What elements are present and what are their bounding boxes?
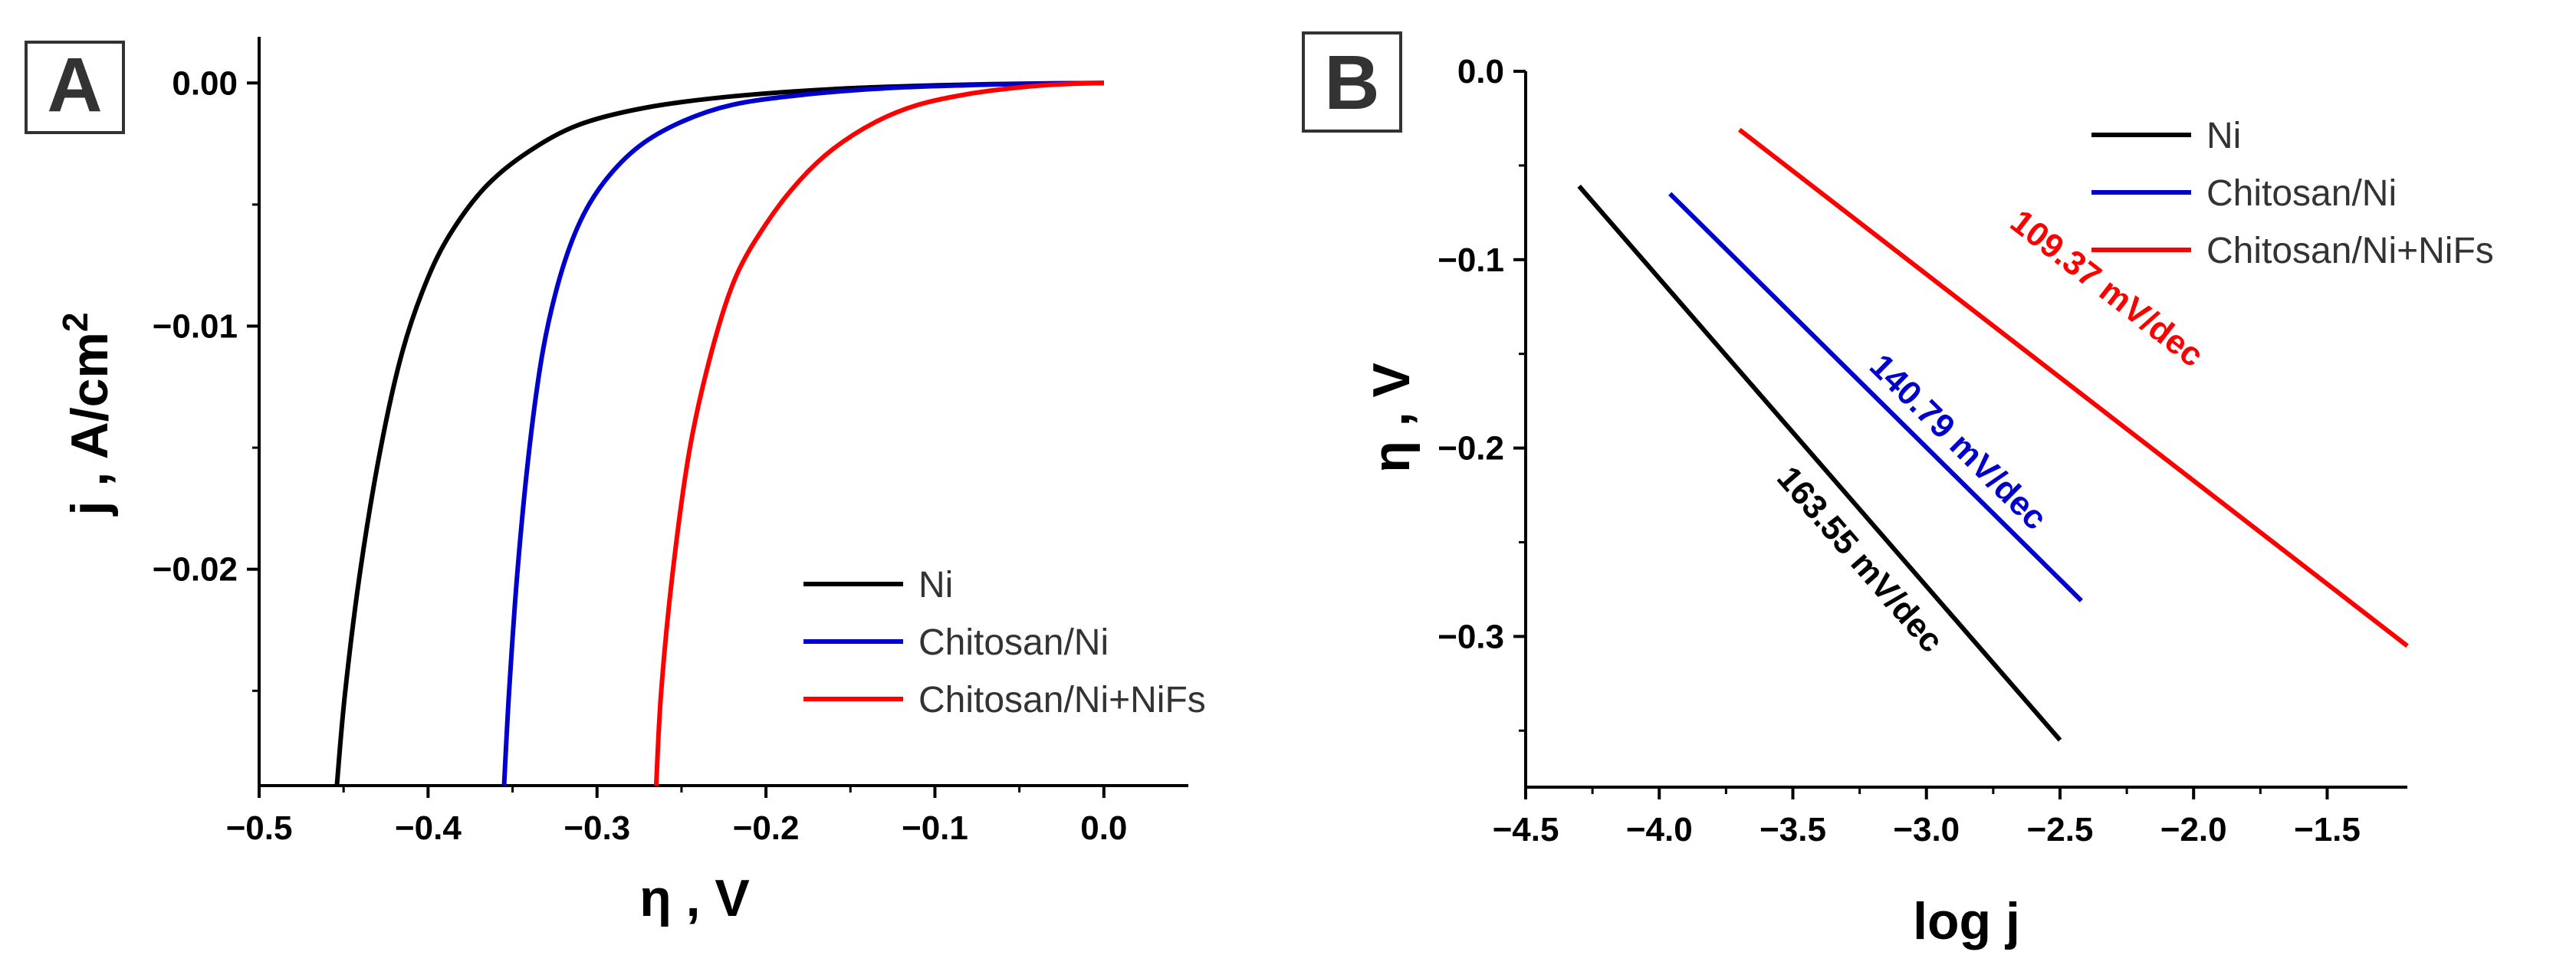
panel-b-x-tick-label: −1.5 — [2294, 811, 2361, 848]
panel-b-x-tick-label: −3.0 — [1893, 811, 1960, 848]
panel-a-x-tick-label: 0.0 — [1080, 809, 1127, 847]
panel-a-x-tick-label: −0.5 — [226, 809, 293, 847]
panel-b-x-tick-label: −2.0 — [2160, 811, 2227, 848]
panel-b: B −4.5 −4.0 −3.5 −3.0 −2.5 −2.0 −1.5 0.0 −0.1 −0… — [1302, 31, 2494, 950]
panel-b-legend-label-chitosan-ni: Chitosan/Ni — [2206, 173, 2397, 214]
panel-b-y-axis-label: η , V — [1362, 363, 1421, 473]
panel-b-y-tick-label: −0.2 — [1438, 430, 1504, 468]
panel-b-label-box — [1302, 31, 1402, 133]
panel-a-x-tick-label: −0.2 — [733, 809, 800, 847]
panel-a-y-axis-label: j , A/cm2 — [55, 313, 119, 517]
panel-b-series-ni — [1577, 184, 2062, 742]
panel-a-x-tick-label: −0.3 — [564, 809, 630, 847]
panel-b-legend-label-ni: Ni — [2206, 116, 2241, 156]
panel-b-x-tick-label: −4.0 — [1626, 811, 1693, 848]
panel-b-legend-label-chitosan-ni-nifs: Chitosan/Ni+NiFs — [2206, 231, 2494, 271]
panel-b-y-tick-label: −0.3 — [1438, 618, 1504, 655]
panel-b-x-tick-label: −2.5 — [2027, 811, 2094, 848]
panel-a-label: A — [47, 42, 102, 128]
panel-b-series — [1577, 127, 2409, 742]
panel-a-x-axis-label: η , V — [639, 869, 750, 927]
panel-a-series-chitosan-ni-nifs — [653, 80, 1104, 786]
panel-b-label: B — [1324, 40, 1379, 126]
panel-a-y-tick-label: 0.00 — [172, 64, 238, 102]
panel-b-x-ticks: −4.5 −4.0 −3.5 −3.0 −2.5 −2.0 −1.5 — [1493, 787, 2361, 848]
panel-b-y-tick-label: −0.1 — [1438, 241, 1504, 279]
panel-b-x-axis-label: log j — [1913, 892, 2020, 950]
panel-b-legend: Ni Chitosan/Ni Chitosan/Ni+NiFs — [2091, 116, 2494, 271]
panel-b-x-tick-label: −3.5 — [1760, 811, 1826, 848]
panel-b-slope-annotation-chitosan-ni: 140.79 mV/dec — [1862, 347, 2054, 537]
panel-b-series-chitosan-ni-nifs — [1737, 127, 2409, 648]
panel-a-legend-label-chitosan-ni-nifs: Chitosan/Ni+NiFs — [918, 680, 1206, 720]
panel-a-y-ticks: 0.00 −0.01 −0.02 — [153, 64, 259, 692]
panel-a-y-tick-label: −0.02 — [153, 551, 238, 589]
panel-a-y-axis-label-main: j , A/cm — [61, 332, 119, 517]
panel-a-y-tick-label: −0.01 — [153, 307, 238, 345]
panel-a-x-tick-label: −0.1 — [902, 809, 968, 847]
panel-b-slope-annotation-ni: 163.55 mV/dec — [1769, 459, 1950, 659]
panel-a-legend-label-ni: Ni — [918, 565, 953, 606]
panel-a-legend-label-chitosan-ni: Chitosan/Ni — [918, 622, 1109, 663]
panel-a-series — [334, 80, 1104, 786]
panel-a-label-box — [25, 41, 125, 134]
panel-b-y-tick-label: 0.0 — [1457, 53, 1504, 90]
panel-a-x-tick-label: −0.4 — [395, 809, 462, 847]
panel-a-legend: Ni Chitosan/Ni Chitosan/Ni+NiFs — [803, 565, 1206, 720]
panel-b-series-chitosan-ni — [1668, 192, 2083, 602]
panel-a: A −0.5 −0.4 −0.3 −0.2 −0.1 0.0 0.00 −0.01 −0.02… — [25, 37, 1206, 927]
panel-b-slope-annotation-chitosan-ni-nifs: 109.37 mV/dec — [2003, 202, 2210, 374]
panel-a-x-ticks: −0.5 −0.4 −0.3 −0.2 −0.1 0.0 — [226, 786, 1127, 847]
panel-b-x-tick-label: −4.5 — [1493, 811, 1559, 848]
panel-b-y-ticks: 0.0 −0.1 −0.2 −0.3 — [1438, 53, 1526, 732]
panel-a-series-chitosan-ni — [501, 80, 1104, 786]
panel-a-y-axis-label-sup: 2 — [55, 313, 95, 333]
panel-a-axes — [258, 37, 1188, 787]
